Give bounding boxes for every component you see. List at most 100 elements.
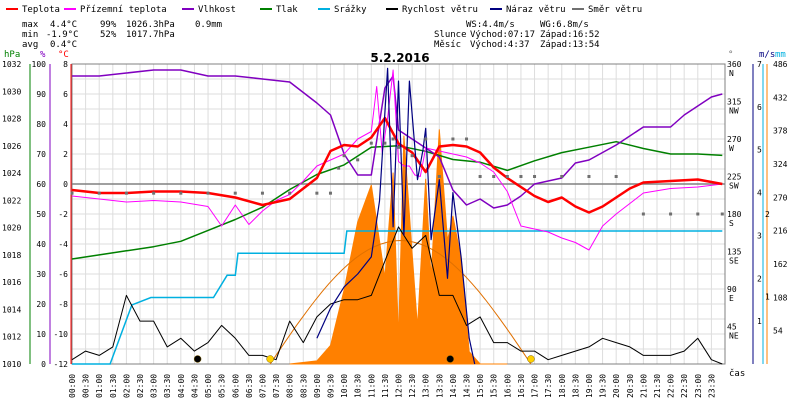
x-tick: 11:30	[381, 374, 390, 398]
ms-tick: 2	[757, 274, 762, 283]
sun-label: Slunce	[434, 30, 467, 40]
x-tick: 23:00	[694, 374, 703, 398]
wind-direction-point	[465, 137, 469, 141]
wind-direction-point	[451, 137, 455, 141]
stat-min-label: min	[22, 30, 38, 40]
legend-label: Vlhkost	[198, 5, 236, 15]
pct-tick: 90	[36, 90, 46, 99]
wm2-tick: 378	[773, 127, 788, 136]
legend-item-3: Vlhkost	[182, 5, 236, 15]
wind-direction-point	[383, 141, 387, 145]
wind-direction-point	[391, 137, 395, 141]
x-tick: 10:30	[354, 374, 363, 398]
ms-tick: 1	[757, 317, 762, 326]
wind-direction-point	[669, 212, 673, 216]
deg-tick-dir: N	[729, 69, 734, 78]
legend-item-6: Rychlost větru	[386, 5, 478, 15]
ms-tick: 3	[757, 231, 762, 240]
wm2-tick: 162	[773, 260, 788, 269]
hpa-tick: 1014	[2, 305, 21, 314]
wm2-tick: 324	[773, 160, 788, 169]
degc-tick: 2	[63, 150, 68, 159]
x-tick: 08:30	[299, 374, 308, 398]
legend-label: Přízemní teplota	[80, 5, 167, 15]
mm-tick: 2	[765, 210, 770, 219]
pct-tick: 30	[36, 270, 46, 279]
degc-tick: -2	[58, 210, 68, 219]
series-wind-gust	[316, 67, 476, 365]
x-tick: 20:30	[626, 374, 635, 398]
x-tick: 14:30	[463, 374, 472, 398]
degc-tick: 0	[63, 180, 68, 189]
series-radiation	[289, 129, 508, 365]
x-tick: 17:00	[531, 374, 540, 398]
x-tick: 09:30	[326, 374, 335, 398]
wind-direction-point	[206, 191, 210, 195]
x-tick: 11:00	[367, 374, 376, 398]
wind-direction-point	[587, 175, 591, 178]
wind-direction-point	[478, 175, 482, 178]
wm2-tick: 270	[773, 193, 788, 202]
hpa-tick: 1032	[2, 60, 21, 69]
wind-direction-point	[641, 212, 645, 216]
wind-direction-point	[233, 191, 237, 195]
legend-item-1: Teplota	[6, 5, 60, 15]
deg-tick: 225	[727, 173, 742, 182]
moonrise-marker	[193, 355, 202, 363]
deg-tick-dir: NW	[729, 107, 739, 116]
wind-direction-point	[369, 141, 373, 145]
series-temperature	[71, 116, 723, 214]
sunrise-marker	[266, 355, 274, 363]
deg-tick-dir: S	[729, 219, 734, 228]
wind-direction-point	[505, 175, 509, 178]
wind-direction-point	[424, 137, 428, 141]
x-tick: 00:00	[68, 374, 77, 398]
hpa-tick: 1018	[2, 251, 21, 260]
deg-tick-dir: E	[729, 294, 734, 303]
x-tick: 20:00	[612, 374, 621, 398]
wm2-tick: 486	[773, 60, 788, 69]
x-tick: 02:00	[122, 374, 131, 398]
legend-label: Tlak	[276, 5, 298, 15]
deg-tick: 45	[727, 323, 737, 332]
wind-direction-point	[720, 212, 724, 216]
wm2-tick: 108	[773, 293, 788, 302]
deg-tick-dir: W	[729, 144, 734, 153]
series-wind-speed	[71, 226, 723, 365]
x-tick: 01:00	[95, 374, 104, 398]
ms-tick: 7	[757, 60, 762, 69]
pct-tick: 50	[36, 210, 46, 219]
ms-tick: 5	[757, 146, 762, 155]
x-tick: 14:00	[449, 374, 458, 398]
wind-direction-point	[492, 175, 496, 178]
x-tick: 16:00	[503, 374, 512, 398]
legend-label: Náraz větru	[506, 5, 566, 15]
x-tick: 23:30	[707, 374, 716, 398]
sunset-marker	[527, 355, 535, 363]
x-tick: 21:00	[639, 374, 648, 398]
hpa-tick: 1024	[2, 169, 21, 178]
wind-direction-point	[70, 191, 74, 195]
wind-direction-point	[288, 191, 292, 195]
grid	[71, 63, 726, 365]
degc-tick: -10	[54, 330, 69, 339]
hpa-tick: 1028	[2, 115, 21, 124]
hpa-tick: 1026	[2, 142, 21, 151]
deg-tick: 315	[727, 98, 742, 107]
x-tick: 22:00	[667, 374, 676, 398]
degc-tick: -6	[58, 270, 68, 279]
deg-tick: 90	[727, 285, 737, 294]
hpa-tick: 1022	[2, 196, 21, 205]
stat-avg-label: avg	[22, 40, 38, 50]
degc-tick: 6	[63, 90, 68, 99]
x-tick: 06:00	[231, 374, 240, 398]
x-tick: 02:30	[136, 374, 145, 398]
hpa-tick: 1020	[2, 224, 21, 233]
wind-direction-point	[397, 145, 400, 149]
stat-min-hum: 52%	[100, 30, 117, 40]
x-tick: 13:30	[435, 374, 444, 398]
wind-direction-point	[152, 191, 156, 195]
wind-speed-info: WS:4.4m/s	[466, 20, 515, 30]
mm-axis-label: mm	[775, 50, 786, 60]
